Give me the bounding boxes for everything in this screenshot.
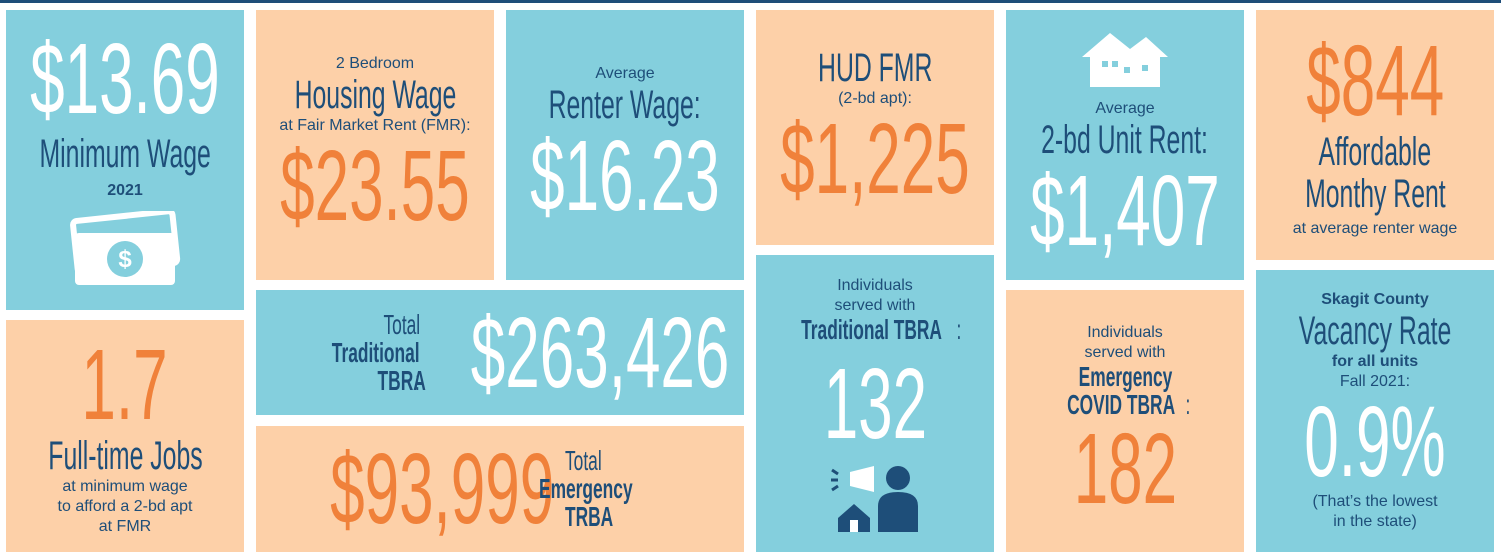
minimum-wage-tile: $13.69 Minimum Wage 2021 $	[6, 10, 244, 310]
jobs-tile: 1.7 Full-time Jobs at minimum wage to af…	[6, 320, 244, 552]
label: HUD FMR	[817, 45, 933, 90]
note: at FMR	[98, 518, 152, 535]
label-bold: Traditional	[332, 336, 420, 368]
label: :	[956, 313, 961, 345]
region: Skagit County	[1321, 291, 1429, 308]
label-group: Total Traditional TBRA:	[270, 308, 426, 396]
scope: for all units	[1331, 353, 1419, 370]
label-bold: Emergency	[1078, 361, 1172, 392]
label: Minimum Wage	[39, 132, 211, 176]
note: at average renter wage	[1292, 220, 1458, 237]
label: Total	[565, 445, 602, 476]
renter-wage-tile: Average Renter Wage: $16.23	[506, 10, 744, 280]
label: Total	[383, 308, 420, 340]
pre: served with	[1084, 344, 1166, 361]
label-bold: TBRA	[378, 364, 427, 396]
pre: Individuals	[1087, 324, 1163, 341]
pre: Individuals	[837, 276, 913, 294]
affordable-rent-tile: $844 Affordable Monthy Rent at average r…	[1256, 10, 1494, 260]
big-number: $23.55	[280, 130, 470, 242]
big-number: $1,407	[1030, 155, 1220, 267]
label: :	[415, 364, 420, 396]
avg-rent-tile: Average 2-bd Unit Rent: $1,407	[1006, 10, 1244, 280]
label-group: Total Emergency TRBA	[539, 445, 725, 532]
label: Renter Wage:	[548, 83, 702, 127]
note: (2-bd apt):	[838, 89, 912, 107]
emergency-served-tile: Individuals served with Emergency COVID …	[1006, 290, 1244, 552]
big-number: 132	[823, 347, 927, 460]
hud-fmr-tile: HUD FMR (2-bd apt): $1,225	[756, 10, 994, 245]
emergency-total-tile: $93,999 Total Emergency TRBA	[256, 426, 744, 552]
big-number: 0.9%	[1304, 386, 1446, 498]
label: Affordable	[1318, 130, 1432, 174]
label-bold: TRBA	[565, 501, 614, 532]
note: in the state)	[1333, 513, 1417, 530]
label-bold: Emergency	[539, 473, 633, 504]
pre: served with	[834, 296, 916, 314]
big-number: $844	[1306, 25, 1444, 137]
big-number: 182	[1073, 413, 1177, 525]
label: Housing Wage	[294, 73, 456, 117]
top-bar	[0, 0, 1501, 3]
big-number: 1.7	[81, 329, 169, 441]
svg-text:$: $	[118, 246, 132, 273]
note: to afford a 2-bd apt	[57, 498, 193, 515]
big-number: $93,999	[330, 433, 555, 545]
label-bold: COVID TBRA	[1067, 389, 1176, 420]
vacancy-tile: Skagit County Vacancy Rate for all units…	[1256, 270, 1494, 552]
note: at Fair Market Rent (FMR):	[279, 117, 471, 134]
big-number: $13.69	[30, 23, 220, 135]
big-number: $1,225	[780, 102, 970, 215]
pre: Average	[1095, 100, 1155, 117]
traditional-served-tile: Individuals served with Traditional TBRA…	[756, 255, 994, 552]
pre: 2 Bedroom	[335, 55, 415, 72]
period: Fall 2021:	[1339, 373, 1411, 390]
money-icon: $	[70, 211, 181, 285]
label: Vacancy Rate	[1298, 309, 1452, 353]
label-row: Traditional TBRA:	[788, 313, 963, 345]
big-number: $263,426	[470, 296, 730, 409]
note: (That’s the lowest	[1312, 493, 1438, 510]
big-number: $16.23	[530, 120, 720, 232]
label: :	[1185, 389, 1191, 420]
year: 2021	[107, 182, 143, 199]
traditional-total-tile: Total Traditional TBRA: $263,426	[256, 290, 744, 415]
outreach-icon	[831, 465, 918, 532]
housing-wage-tile: 2 Bedroom Housing Wage at Fair Market Re…	[256, 10, 494, 280]
label-bold: Traditional TBRA	[800, 313, 942, 345]
pre: Average	[595, 65, 655, 82]
label: 2-bd Unit Rent:	[1041, 118, 1209, 162]
label-row: COVID TBRA:	[1058, 391, 1192, 419]
label: Full-time Jobs	[47, 434, 203, 478]
label: Monthy Rent	[1304, 172, 1446, 216]
note: at minimum wage	[62, 478, 188, 495]
house-icon	[1082, 33, 1168, 87]
